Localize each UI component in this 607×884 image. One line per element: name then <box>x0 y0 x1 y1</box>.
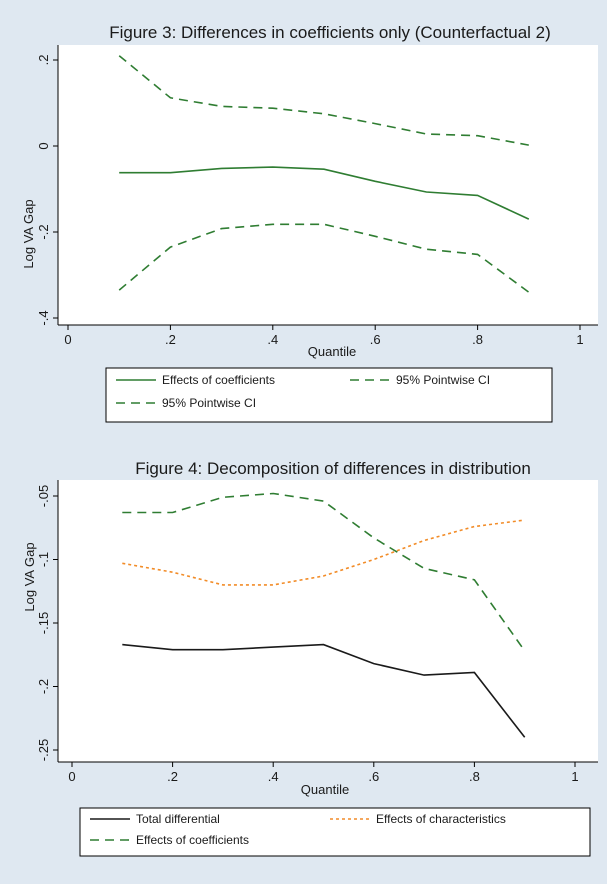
series-line-2 <box>122 492 526 652</box>
figure-3: Figure 3: Differences in coefficients on… <box>0 0 607 438</box>
figure-3-chart: Figure 3: Differences in coefficients on… <box>21 23 598 423</box>
x-tick-label: 1 <box>571 769 578 784</box>
x-tick-label: .4 <box>267 332 278 347</box>
legend-label: Total differential <box>136 812 220 826</box>
x-tick-label: .2 <box>167 769 178 784</box>
series-line-1 <box>118 55 529 146</box>
y-axis-label: Log VA Gap <box>21 199 36 268</box>
legend-label: 95% Pointwise CI <box>396 373 490 387</box>
y-tick-label: -.2 <box>36 679 51 694</box>
legend-label: Effects of coefficients <box>136 833 249 847</box>
series-line-2 <box>118 223 530 293</box>
series-line-0 <box>119 166 530 220</box>
y-tick-label: 0 <box>36 142 51 149</box>
x-tick-label: .2 <box>165 332 176 347</box>
plot-area <box>58 45 598 325</box>
x-tick-label: 0 <box>68 769 75 784</box>
y-tick-label: -.1 <box>36 552 51 567</box>
y-tick-label: -.4 <box>36 310 51 325</box>
figure-4-chart: Figure 4: Decomposition of differences i… <box>22 459 598 857</box>
x-axis-label: Quantile <box>308 344 356 359</box>
figure-4: Figure 4: Decomposition of differences i… <box>0 442 607 884</box>
x-tick-label: 0 <box>64 332 71 347</box>
x-tick-label: .4 <box>268 769 279 784</box>
legend-label: 95% Pointwise CI <box>162 396 256 410</box>
y-tick-label: -.2 <box>36 224 51 239</box>
legend-box <box>79 807 591 857</box>
chart-title: Figure 4: Decomposition of differences i… <box>135 459 531 478</box>
y-tick-label: -.05 <box>36 485 51 507</box>
x-axis-label: Quantile <box>301 782 349 797</box>
x-tick-label: 1 <box>576 332 583 347</box>
series-line-0 <box>122 643 526 738</box>
x-tick-label: .8 <box>469 769 480 784</box>
legend-box <box>105 367 553 423</box>
y-tick-label: -.25 <box>36 739 51 761</box>
x-tick-label: .6 <box>370 332 381 347</box>
y-tick-label: .2 <box>36 55 51 66</box>
legend-label: Effects of coefficients <box>162 373 275 387</box>
series-line-1 <box>122 519 525 586</box>
x-tick-label: .8 <box>472 332 483 347</box>
x-tick-label: .6 <box>368 769 379 784</box>
plot-area <box>58 480 598 762</box>
legend-label: Effects of characteristics <box>376 812 506 826</box>
y-tick-label: -.15 <box>36 612 51 634</box>
y-axis-label: Log VA Gap <box>22 542 37 611</box>
chart-title: Figure 3: Differences in coefficients on… <box>109 23 551 42</box>
